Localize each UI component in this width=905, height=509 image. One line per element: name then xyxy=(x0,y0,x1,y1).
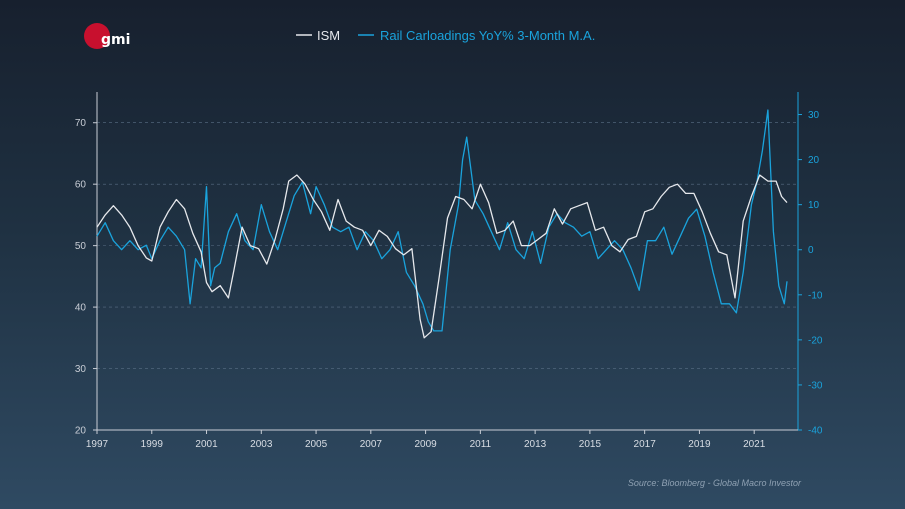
x-tick-label-2017: 2017 xyxy=(634,439,657,450)
x-tick-label-2021: 2021 xyxy=(743,439,766,450)
logo-circle xyxy=(84,23,110,49)
y-left-tick-label-30: 30 xyxy=(75,364,87,375)
legend-label-ism: ISM xyxy=(317,28,340,43)
x-tick-label-2001: 2001 xyxy=(195,439,218,450)
y-right-tick-label--10: -10 xyxy=(808,290,823,301)
y-right-tick-label-20: 20 xyxy=(808,155,820,166)
y-right-tick-label--30: -30 xyxy=(808,380,823,391)
x-tick-label-2005: 2005 xyxy=(305,439,328,450)
y-right-tick-label--40: -40 xyxy=(808,426,823,437)
axes: 20 30 40 50 60 70 -40 -30 -20 -10 0 10 20 30 1997 1999 2… xyxy=(75,92,823,450)
series-line-ism xyxy=(96,174,788,339)
y-right-tick-label-10: 10 xyxy=(808,200,820,211)
series-group xyxy=(96,109,788,339)
y-left-tick-label-20: 20 xyxy=(75,426,87,437)
x-tick-label-2009: 2009 xyxy=(414,439,437,450)
legend: ISM Rail Carloadings YoY% 3-Month M.A. xyxy=(296,28,595,43)
x-tick-label-2013: 2013 xyxy=(524,439,547,450)
x-tick-label-1999: 1999 xyxy=(141,439,164,450)
x-tick-label-2003: 2003 xyxy=(250,439,273,450)
y-right-tick-label--20: -20 xyxy=(808,335,823,346)
x-tick-label-2011: 2011 xyxy=(470,439,492,450)
logo: gmi xyxy=(84,23,130,49)
series-line-rail xyxy=(96,109,788,332)
y-right-tick-label-30: 30 xyxy=(808,110,820,121)
y-left-tick-label-40: 40 xyxy=(75,303,87,314)
y-right-tick-label-0: 0 xyxy=(808,245,814,256)
y-left-tick-label-60: 60 xyxy=(75,180,87,191)
x-tick-label-1997: 1997 xyxy=(86,439,109,450)
x-tick-label-2015: 2015 xyxy=(579,439,602,450)
legend-label-rail: Rail Carloadings YoY% 3-Month M.A. xyxy=(380,28,595,43)
y-left-tick-label-50: 50 xyxy=(75,241,87,252)
gridlines xyxy=(97,122,798,369)
source-note: Source: Bloomberg - Global Macro Investo… xyxy=(628,478,802,488)
y-left-tick-label-70: 70 xyxy=(75,118,87,129)
x-tick-label-2007: 2007 xyxy=(360,439,383,450)
x-tick-label-2019: 2019 xyxy=(688,439,711,450)
logo-text: gmi xyxy=(101,32,130,48)
